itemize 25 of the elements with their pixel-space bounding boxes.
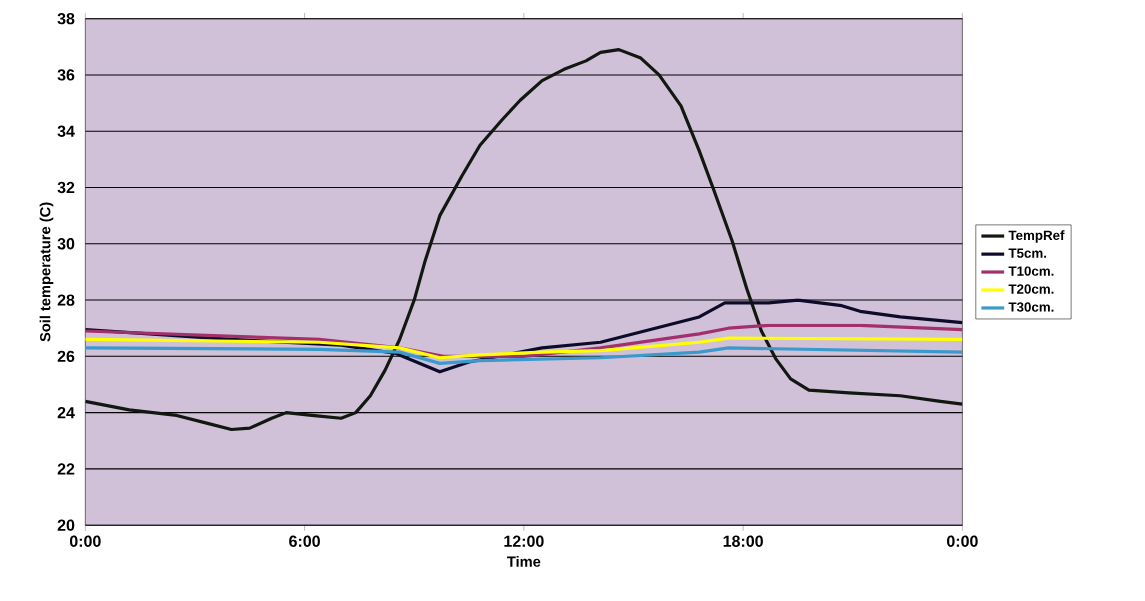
legend-label: T10cm. <box>1008 266 1054 276</box>
line-series <box>85 336 963 360</box>
y-axis-title: Soil temperature (C) <box>39 202 54 342</box>
line-series <box>85 47 963 432</box>
y-tick-label: 20 <box>57 519 75 531</box>
line-series <box>85 346 963 365</box>
y-tick-label: 28 <box>57 294 75 306</box>
y-tick-label: 32 <box>57 181 75 194</box>
y-tick-label: 26 <box>57 350 75 362</box>
y-tick-label: 36 <box>57 69 75 81</box>
legend-label: TempRef <box>1008 230 1065 243</box>
legend-label: T5cm. <box>1008 248 1047 258</box>
x-tick-label: 0:00 <box>69 535 101 547</box>
x-tick-label: 18:00 <box>723 535 763 547</box>
y-tick-label: 24 <box>57 406 75 419</box>
y-tick-label: 30 <box>57 238 75 250</box>
y-tick-label: 38 <box>57 12 75 25</box>
y-tick-label: 22 <box>57 463 75 475</box>
x-tick-label: 0:00 <box>947 535 978 547</box>
y-tick-label: 34 <box>57 125 75 137</box>
legend-label: T20cm. <box>1008 284 1054 294</box>
x-tick-label: 12:00 <box>504 535 544 547</box>
x-tick-label: 6:00 <box>289 535 320 547</box>
legend-label: T30cm. <box>1008 302 1054 312</box>
x-axis-title: Time <box>507 555 541 567</box>
